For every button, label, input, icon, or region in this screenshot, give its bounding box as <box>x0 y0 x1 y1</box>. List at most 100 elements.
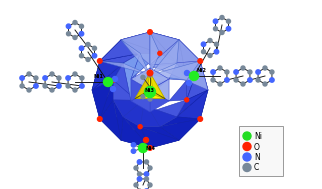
Circle shape <box>137 160 142 164</box>
Polygon shape <box>187 61 200 100</box>
Polygon shape <box>135 73 165 98</box>
Circle shape <box>202 50 205 54</box>
Circle shape <box>214 42 219 46</box>
Circle shape <box>243 163 251 171</box>
Circle shape <box>137 172 141 176</box>
Circle shape <box>213 19 218 23</box>
Circle shape <box>185 98 189 102</box>
Polygon shape <box>123 117 150 148</box>
Circle shape <box>86 57 90 61</box>
Circle shape <box>226 19 231 23</box>
Circle shape <box>66 24 71 29</box>
Polygon shape <box>131 90 150 112</box>
Circle shape <box>34 84 38 88</box>
Polygon shape <box>150 61 200 80</box>
Polygon shape <box>177 90 208 117</box>
Circle shape <box>148 73 152 77</box>
Text: Ni2: Ni2 <box>197 68 207 73</box>
Circle shape <box>134 166 138 170</box>
Circle shape <box>79 46 84 50</box>
Polygon shape <box>100 40 123 63</box>
Polygon shape <box>150 100 187 117</box>
Text: Ni: Ni <box>254 132 262 141</box>
Circle shape <box>137 177 142 181</box>
Circle shape <box>148 146 152 150</box>
Circle shape <box>66 84 70 88</box>
Circle shape <box>50 72 54 76</box>
Circle shape <box>80 54 83 58</box>
Polygon shape <box>150 32 160 75</box>
Circle shape <box>256 78 260 82</box>
Circle shape <box>111 78 115 82</box>
Circle shape <box>110 87 116 91</box>
Text: Ni3: Ni3 <box>145 88 155 93</box>
Circle shape <box>27 88 31 92</box>
Circle shape <box>198 117 203 121</box>
Circle shape <box>241 66 245 70</box>
Polygon shape <box>92 80 113 119</box>
Polygon shape <box>92 61 123 90</box>
Circle shape <box>225 70 229 74</box>
Circle shape <box>220 30 224 35</box>
Polygon shape <box>160 119 200 140</box>
Polygon shape <box>123 53 140 101</box>
Circle shape <box>214 50 219 54</box>
Circle shape <box>131 143 136 147</box>
Polygon shape <box>177 90 208 119</box>
Circle shape <box>225 78 229 82</box>
Polygon shape <box>150 61 208 90</box>
Polygon shape <box>131 79 150 101</box>
Circle shape <box>43 84 47 88</box>
Circle shape <box>145 177 148 181</box>
Circle shape <box>201 42 206 46</box>
Polygon shape <box>92 90 113 119</box>
Polygon shape <box>177 117 200 140</box>
Polygon shape <box>121 40 160 53</box>
Circle shape <box>144 172 149 176</box>
Circle shape <box>138 125 142 129</box>
Polygon shape <box>121 32 150 65</box>
Circle shape <box>218 82 222 86</box>
Circle shape <box>98 59 102 63</box>
Circle shape <box>243 132 251 140</box>
Circle shape <box>92 46 97 50</box>
Circle shape <box>243 153 251 161</box>
Polygon shape <box>131 101 177 127</box>
Circle shape <box>73 72 77 76</box>
Circle shape <box>86 43 90 46</box>
Circle shape <box>147 70 153 76</box>
Circle shape <box>148 97 152 101</box>
Circle shape <box>66 76 70 80</box>
Circle shape <box>211 78 215 82</box>
Polygon shape <box>131 68 150 90</box>
Polygon shape <box>113 79 169 117</box>
Polygon shape <box>113 100 123 140</box>
Polygon shape <box>131 79 160 127</box>
Circle shape <box>57 76 61 80</box>
Circle shape <box>73 36 77 40</box>
Circle shape <box>80 84 84 88</box>
Polygon shape <box>131 53 160 79</box>
Circle shape <box>141 75 145 79</box>
Polygon shape <box>100 53 140 63</box>
Polygon shape <box>160 117 200 127</box>
Circle shape <box>145 87 156 98</box>
Polygon shape <box>121 117 150 148</box>
Polygon shape <box>92 63 123 90</box>
Polygon shape <box>150 32 179 63</box>
Circle shape <box>185 70 190 75</box>
Circle shape <box>218 66 222 70</box>
Polygon shape <box>100 61 150 75</box>
Circle shape <box>248 78 252 82</box>
Circle shape <box>158 51 162 55</box>
Circle shape <box>256 70 260 74</box>
Circle shape <box>190 71 198 81</box>
Circle shape <box>27 72 31 76</box>
Polygon shape <box>150 79 169 101</box>
Polygon shape <box>92 61 113 90</box>
Polygon shape <box>121 32 150 53</box>
Polygon shape <box>150 40 200 65</box>
Polygon shape <box>100 80 113 119</box>
Polygon shape <box>177 40 187 80</box>
Circle shape <box>144 138 148 143</box>
